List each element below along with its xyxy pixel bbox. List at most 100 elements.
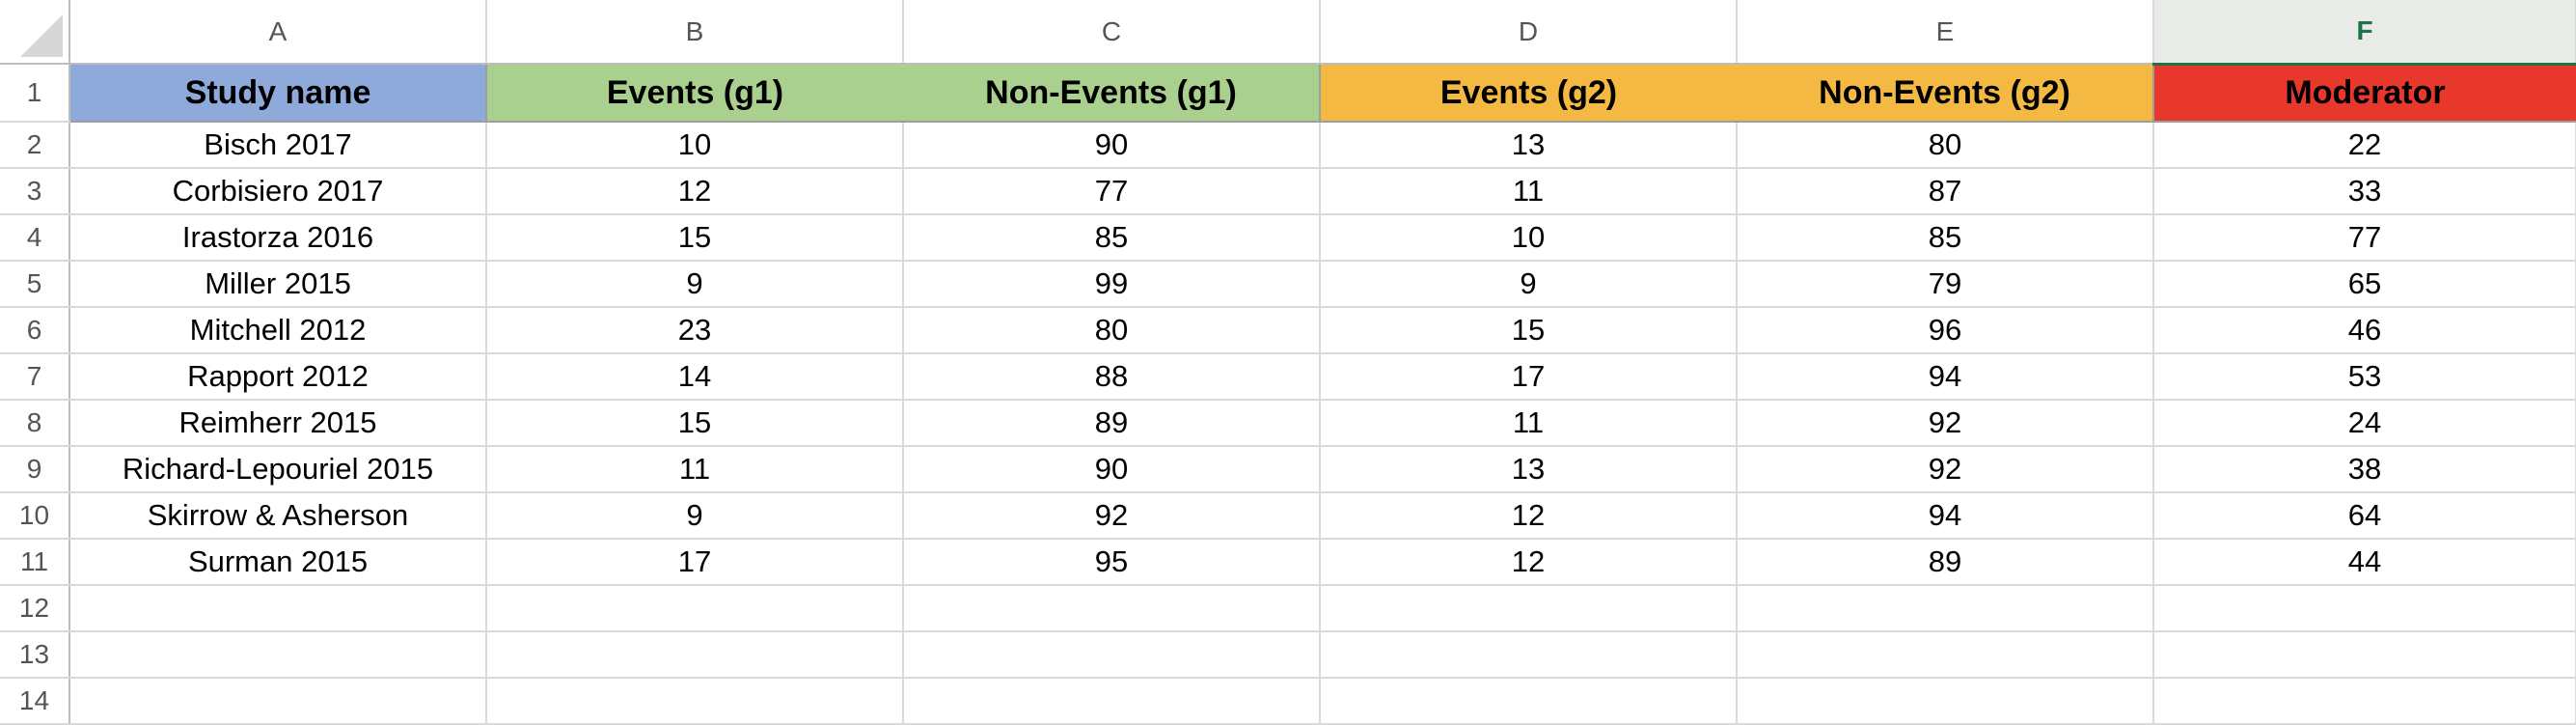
cell[interactable]: 88 bbox=[903, 353, 1321, 401]
row-header-2[interactable]: 2 bbox=[0, 122, 70, 169]
header-cell-moderator[interactable]: Moderator bbox=[2153, 64, 2576, 123]
cell[interactable] bbox=[2153, 631, 2576, 679]
cell[interactable]: Reimherr 2015 bbox=[69, 400, 487, 447]
cell[interactable] bbox=[486, 631, 904, 679]
cell[interactable] bbox=[1320, 678, 1738, 725]
row-header-11[interactable]: 11 bbox=[0, 539, 70, 586]
cell[interactable] bbox=[1737, 585, 2154, 632]
row-header-6[interactable]: 6 bbox=[0, 307, 70, 354]
cell[interactable]: Surman 2015 bbox=[69, 539, 487, 586]
column-header-b[interactable]: B bbox=[486, 0, 904, 65]
cell[interactable]: 77 bbox=[2153, 214, 2576, 262]
header-cell-events-g2[interactable]: Events (g2) bbox=[1320, 64, 1737, 123]
cell[interactable] bbox=[486, 678, 904, 725]
cell[interactable] bbox=[903, 631, 1321, 679]
cell[interactable]: 38 bbox=[2153, 446, 2576, 493]
header-cell-non-events-g2[interactable]: Non-Events (g2) bbox=[1737, 64, 2154, 123]
cell[interactable]: 94 bbox=[1737, 492, 2154, 540]
cell[interactable]: 79 bbox=[1737, 261, 2154, 308]
cell[interactable]: 64 bbox=[2153, 492, 2576, 540]
column-header-a[interactable]: A bbox=[69, 0, 487, 65]
cell[interactable]: 80 bbox=[1737, 122, 2154, 169]
cell[interactable] bbox=[2153, 585, 2576, 632]
cell[interactable] bbox=[1737, 678, 2154, 725]
cell[interactable]: 99 bbox=[903, 261, 1321, 308]
cell[interactable]: 44 bbox=[2153, 539, 2576, 586]
cell[interactable]: Rapport 2012 bbox=[69, 353, 487, 401]
cell[interactable]: 23 bbox=[486, 307, 904, 354]
cell[interactable]: Miller 2015 bbox=[69, 261, 487, 308]
cell[interactable]: 92 bbox=[903, 492, 1321, 540]
cell[interactable] bbox=[69, 678, 487, 725]
cell[interactable]: 80 bbox=[903, 307, 1321, 354]
row-header-5[interactable]: 5 bbox=[0, 261, 70, 308]
cell[interactable]: 12 bbox=[1320, 492, 1738, 540]
cell[interactable]: Irastorza 2016 bbox=[69, 214, 487, 262]
header-cell-study-name[interactable]: Study name bbox=[69, 64, 487, 123]
cell[interactable]: 14 bbox=[486, 353, 904, 401]
cell[interactable] bbox=[1737, 631, 2154, 679]
cell[interactable]: 89 bbox=[1737, 539, 2154, 586]
cell[interactable]: 90 bbox=[903, 446, 1321, 493]
cell[interactable]: Richard-Lepouriel 2015 bbox=[69, 446, 487, 493]
cell[interactable]: Bisch 2017 bbox=[69, 122, 487, 169]
row-header-14[interactable]: 14 bbox=[0, 678, 70, 725]
cell[interactable] bbox=[69, 585, 487, 632]
cell[interactable]: 46 bbox=[2153, 307, 2576, 354]
column-header-d[interactable]: D bbox=[1320, 0, 1738, 65]
cell[interactable]: 89 bbox=[903, 400, 1321, 447]
cell[interactable] bbox=[1320, 585, 1738, 632]
cell[interactable] bbox=[69, 631, 487, 679]
row-header-13[interactable]: 13 bbox=[0, 631, 70, 679]
row-header-1[interactable]: 1 bbox=[0, 64, 70, 123]
cell[interactable]: 87 bbox=[1737, 168, 2154, 215]
cell[interactable]: 85 bbox=[903, 214, 1321, 262]
cell[interactable]: 77 bbox=[903, 168, 1321, 215]
cell[interactable]: 10 bbox=[1320, 214, 1738, 262]
cell[interactable]: 24 bbox=[2153, 400, 2576, 447]
cell[interactable]: 11 bbox=[486, 446, 904, 493]
cell[interactable]: 65 bbox=[2153, 261, 2576, 308]
header-cell-non-events-g1[interactable]: Non-Events (g1) bbox=[903, 64, 1321, 123]
cell[interactable]: 95 bbox=[903, 539, 1321, 586]
cell[interactable] bbox=[1320, 631, 1738, 679]
header-cell-events-g1[interactable]: Events (g1) bbox=[486, 64, 903, 123]
cell[interactable] bbox=[486, 585, 904, 632]
cell[interactable]: 17 bbox=[1320, 353, 1738, 401]
row-header-12[interactable]: 12 bbox=[0, 585, 70, 632]
cell[interactable]: 92 bbox=[1737, 400, 2154, 447]
cell[interactable]: 10 bbox=[486, 122, 904, 169]
cell[interactable] bbox=[2153, 678, 2576, 725]
cell[interactable]: 9 bbox=[486, 492, 904, 540]
cell[interactable] bbox=[903, 678, 1321, 725]
cell[interactable]: Skirrow & Asherson bbox=[69, 492, 487, 540]
cell[interactable]: 15 bbox=[486, 214, 904, 262]
cell[interactable]: 33 bbox=[2153, 168, 2576, 215]
cell[interactable] bbox=[903, 585, 1321, 632]
cell[interactable]: 96 bbox=[1737, 307, 2154, 354]
row-header-3[interactable]: 3 bbox=[0, 168, 70, 215]
column-header-e[interactable]: E bbox=[1737, 0, 2154, 65]
cell[interactable]: 92 bbox=[1737, 446, 2154, 493]
cell[interactable]: Mitchell 2012 bbox=[69, 307, 487, 354]
row-header-4[interactable]: 4 bbox=[0, 214, 70, 262]
select-all-button[interactable] bbox=[0, 0, 70, 65]
cell[interactable]: 90 bbox=[903, 122, 1321, 169]
cell[interactable]: Corbisiero 2017 bbox=[69, 168, 487, 215]
cell[interactable]: 13 bbox=[1320, 446, 1738, 493]
cell[interactable]: 11 bbox=[1320, 168, 1738, 215]
row-header-8[interactable]: 8 bbox=[0, 400, 70, 447]
cell[interactable]: 9 bbox=[486, 261, 904, 308]
cell[interactable]: 22 bbox=[2153, 122, 2576, 169]
cell[interactable]: 13 bbox=[1320, 122, 1738, 169]
cell[interactable]: 12 bbox=[1320, 539, 1738, 586]
cell[interactable]: 15 bbox=[486, 400, 904, 447]
cell[interactable]: 9 bbox=[1320, 261, 1738, 308]
cell[interactable]: 11 bbox=[1320, 400, 1738, 447]
cell[interactable]: 12 bbox=[486, 168, 904, 215]
cell[interactable]: 94 bbox=[1737, 353, 2154, 401]
column-header-f[interactable]: F bbox=[2153, 0, 2576, 66]
row-header-7[interactable]: 7 bbox=[0, 353, 70, 401]
cell[interactable]: 85 bbox=[1737, 214, 2154, 262]
row-header-10[interactable]: 10 bbox=[0, 492, 70, 540]
